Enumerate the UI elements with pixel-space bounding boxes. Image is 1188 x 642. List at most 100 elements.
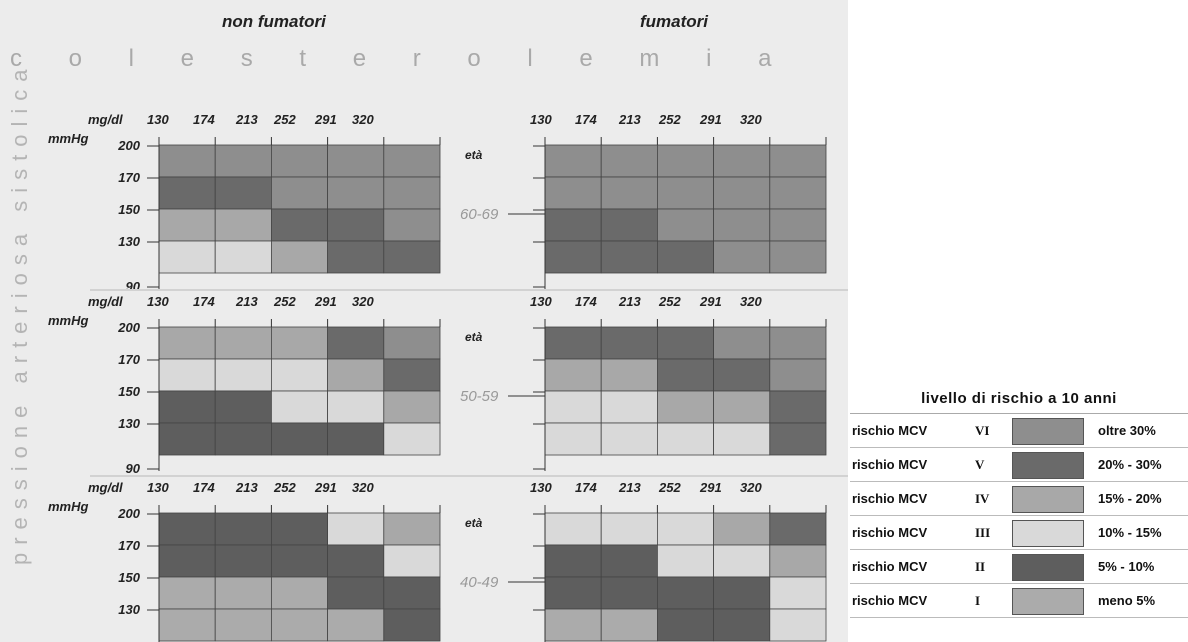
risk-legend: livello di rischio a 10 anni rischio MCV… bbox=[850, 386, 1188, 618]
heatmap-cell bbox=[769, 544, 827, 578]
legend-range: 5% - 10% bbox=[1098, 559, 1155, 574]
heatmap-cell bbox=[158, 208, 216, 242]
x-tick-label: 174 bbox=[193, 480, 215, 495]
x-tick-label: 213 bbox=[618, 294, 641, 309]
legend-risk-name: rischio MCV bbox=[852, 423, 928, 438]
heatmap-cell bbox=[214, 176, 272, 210]
heatmap-cell bbox=[713, 358, 771, 392]
heatmap-cell bbox=[657, 326, 715, 360]
heatmap-cell bbox=[383, 208, 441, 242]
heatmap-cell bbox=[327, 326, 385, 360]
x-tick-label: 213 bbox=[235, 294, 258, 309]
heatmap-cell bbox=[327, 422, 385, 456]
y-tick-label: 90 bbox=[126, 279, 141, 294]
legend-risk-level: IV bbox=[975, 491, 990, 506]
heatmap-cell bbox=[600, 390, 658, 424]
legend-rows: rischio MCV VI oltre 30% rischio MCV V 20% - … bbox=[850, 414, 1188, 618]
heatmap-cell bbox=[270, 144, 328, 178]
legend-risk-level: VI bbox=[975, 423, 990, 438]
heatmap-cell bbox=[769, 422, 827, 456]
legend-range: oltre 30% bbox=[1098, 423, 1156, 438]
heatmap-cell bbox=[713, 544, 771, 578]
heatmap-cell bbox=[544, 422, 602, 456]
heatmap-cell bbox=[544, 512, 602, 546]
heatmap-cell bbox=[657, 208, 715, 242]
heatmap-cell bbox=[600, 576, 658, 610]
heatmap-cell bbox=[769, 512, 827, 546]
heatmap-cell bbox=[270, 208, 328, 242]
heatmap-cell bbox=[383, 422, 441, 456]
heatmap-cell bbox=[270, 390, 328, 424]
heatmap-cell bbox=[327, 544, 385, 578]
legend-title: livello di rischio a 10 anni bbox=[850, 386, 1188, 414]
heatmap-cell bbox=[657, 576, 715, 610]
heatmap-cell bbox=[544, 240, 602, 274]
heatmap-cell bbox=[544, 608, 602, 642]
heatmap-cell bbox=[769, 576, 827, 610]
x-tick-label: 174 bbox=[193, 294, 215, 309]
heatmap-cell bbox=[600, 544, 658, 578]
x-tick-label: 252 bbox=[273, 112, 296, 127]
x-tick-label: 252 bbox=[273, 294, 296, 309]
heatmap-cell bbox=[544, 144, 602, 178]
legend-risk-level: I bbox=[975, 593, 981, 608]
heatmap-cell bbox=[544, 208, 602, 242]
heatmap-cell bbox=[600, 326, 658, 360]
y-unit-label: mmHg bbox=[48, 313, 89, 328]
heatmap-cell bbox=[214, 144, 272, 178]
heatmap-cell bbox=[214, 390, 272, 424]
heatmap-cell bbox=[158, 390, 216, 424]
legend-row: rischio MCV II 5% - 10% bbox=[850, 550, 1188, 584]
x-tick-label: 320 bbox=[740, 112, 762, 127]
heatmap-cell bbox=[769, 358, 827, 392]
heatmap-cell bbox=[657, 390, 715, 424]
heatmap-cell bbox=[657, 144, 715, 178]
y-unit-label: mmHg bbox=[48, 131, 89, 146]
heatmap-cell bbox=[214, 208, 272, 242]
heatmap-cell bbox=[158, 358, 216, 392]
y-tick-label: 170 bbox=[118, 170, 140, 185]
heatmap-cell bbox=[383, 144, 441, 178]
heatmap-cell bbox=[270, 544, 328, 578]
legend-range: 15% - 20% bbox=[1098, 491, 1162, 506]
heatmap-cell bbox=[327, 358, 385, 392]
heatmap-cell bbox=[158, 326, 216, 360]
x-tick-label: 174 bbox=[575, 294, 597, 309]
heatmap-cell bbox=[327, 208, 385, 242]
heatmap-cell bbox=[713, 422, 771, 456]
x-tick-label: 130 bbox=[530, 480, 552, 495]
legend-row: rischio MCV V 20% - 30% bbox=[850, 448, 1188, 482]
heatmap-cell bbox=[270, 422, 328, 456]
heatmap-cell bbox=[214, 326, 272, 360]
legend-risk-level: II bbox=[975, 559, 986, 574]
x-tick-label: 130 bbox=[147, 294, 169, 309]
heatmap-cell bbox=[769, 390, 827, 424]
x-unit-label: mg/dl bbox=[88, 480, 123, 495]
heatmap-cell bbox=[713, 512, 771, 546]
heatmap-cell bbox=[383, 326, 441, 360]
heatmap-cell bbox=[158, 422, 216, 456]
legend-range: 20% - 30% bbox=[1098, 457, 1162, 472]
heatmap-cell bbox=[769, 208, 827, 242]
x-tick-label: 130 bbox=[530, 112, 552, 127]
heatmap-cell bbox=[214, 422, 272, 456]
heatmap-cell bbox=[327, 390, 385, 424]
heatmap-cell bbox=[158, 512, 216, 546]
y-tick-label: 130 bbox=[118, 234, 140, 249]
y-tick-label: 170 bbox=[118, 538, 140, 553]
x-tick-label: 291 bbox=[699, 294, 722, 309]
heatmap-cell bbox=[214, 358, 272, 392]
heatmap-cell bbox=[383, 358, 441, 392]
x-tick-label: 252 bbox=[273, 480, 296, 495]
heatmap-cell bbox=[327, 176, 385, 210]
heatmap-cell bbox=[713, 176, 771, 210]
y-tick-label: 150 bbox=[118, 384, 140, 399]
age-group-label: 40-49 bbox=[460, 574, 499, 591]
y-tick-label: 170 bbox=[118, 352, 140, 367]
x-tick-label: 174 bbox=[193, 112, 215, 127]
x-unit-label: mg/dl bbox=[88, 112, 123, 127]
heatmap-cell bbox=[383, 390, 441, 424]
x-tick-label: 174 bbox=[575, 112, 597, 127]
legend-swatch bbox=[1012, 588, 1084, 615]
